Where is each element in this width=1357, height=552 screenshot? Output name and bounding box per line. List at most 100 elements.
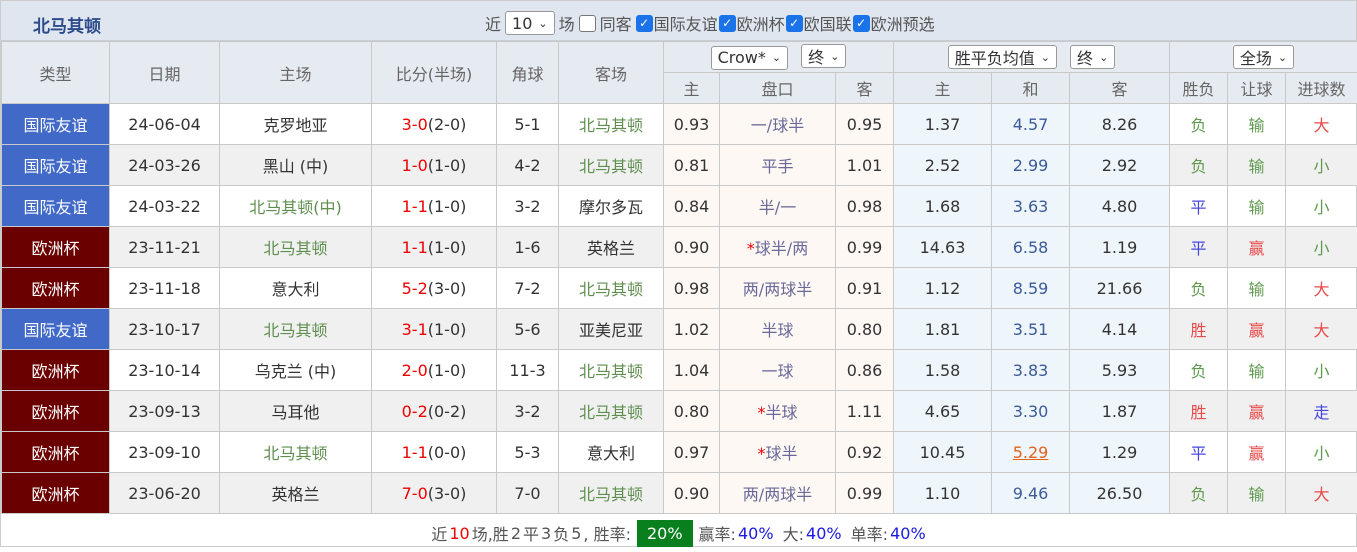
score[interactable]: 0-2(0-2) <box>372 391 497 432</box>
match-type[interactable]: 欧洲杯 <box>2 268 110 309</box>
header-away: 客场 <box>559 42 664 104</box>
score[interactable]: 3-1(1-0) <box>372 309 497 350</box>
corners: 11-3 <box>497 350 559 391</box>
score[interactable]: 1-1(1-0) <box>372 227 497 268</box>
handicap-text: 半/一 <box>759 198 796 217</box>
away-team[interactable]: 北马其顿 <box>559 104 664 145</box>
away-team[interactable]: 意大利 <box>559 432 664 473</box>
goals-result: 小 <box>1286 432 1357 473</box>
score[interactable]: 3-0(2-0) <box>372 104 497 145</box>
match-type[interactable]: 欧洲杯 <box>2 350 110 391</box>
league-checkbox[interactable]: ✓ <box>786 15 803 32</box>
over-rate: 40% <box>806 524 842 543</box>
same-guest-checkbox[interactable] <box>579 15 596 32</box>
home-team[interactable]: 克罗地亚 <box>220 104 372 145</box>
home-team[interactable]: 英格兰 <box>220 473 372 514</box>
handicap-line: 两/两球半 <box>720 268 836 309</box>
odds-time-value: 终 <box>1077 45 1093 69</box>
header-handicap-group: Crow*⌄ 终⌄ <box>664 42 894 73</box>
handicap-text: 一球 <box>761 362 793 381</box>
odds-home: 1.81 <box>894 309 992 350</box>
header-odds-group: 胜平负均值⌄ 终⌄ <box>894 42 1170 73</box>
table-row: 欧洲杯 23-11-18 意大利 5-2(3-0) 7-2 北马其顿 0.98 … <box>2 268 1357 309</box>
full-score: 1-1 <box>402 443 428 462</box>
away-team[interactable]: 北马其顿 <box>559 268 664 309</box>
handicap-time-select[interactable]: 终⌄ <box>801 44 846 68</box>
corners: 5-1 <box>497 104 559 145</box>
handicap-line: 两/两球半 <box>720 473 836 514</box>
odds-draw: 5.29 <box>992 432 1070 473</box>
league-checkbox[interactable]: ✓ <box>719 15 736 32</box>
handicap-away-odds: 1.11 <box>836 391 894 432</box>
odd-rate: 40% <box>890 524 926 543</box>
match-type[interactable]: 国际友谊 <box>2 186 110 227</box>
chevron-down-icon: ⌄ <box>830 50 839 63</box>
handicap-home-odds: 0.97 <box>664 432 720 473</box>
match-count-select[interactable]: 10⌄ <box>505 11 555 35</box>
corners: 5-6 <box>497 309 559 350</box>
away-team[interactable]: 北马其顿 <box>559 391 664 432</box>
home-team[interactable]: 北马其顿(中) <box>220 186 372 227</box>
league-label: 欧洲预选 <box>871 11 935 35</box>
company-select[interactable]: Crow*⌄ <box>711 46 789 70</box>
home-team[interactable]: 北马其顿 <box>220 432 372 473</box>
corners: 3-2 <box>497 391 559 432</box>
subheader-odds-draw: 和 <box>992 73 1070 104</box>
scope-select[interactable]: 全场⌄ <box>1233 45 1294 69</box>
avg-odds-select[interactable]: 胜平负均值⌄ <box>948 45 1057 69</box>
match-date: 24-03-26 <box>110 145 220 186</box>
away-team[interactable]: 摩尔多瓦 <box>559 186 664 227</box>
match-table: 类型 日期 主场 比分(半场) 角球 客场 Crow*⌄ 终⌄ 胜平负均值⌄ 终… <box>1 41 1357 514</box>
home-team[interactable]: 马耳他 <box>220 391 372 432</box>
away-team[interactable]: 北马其顿 <box>559 473 664 514</box>
match-type[interactable]: 国际友谊 <box>2 145 110 186</box>
summary-losses: 5 <box>571 524 581 543</box>
away-team[interactable]: 英格兰 <box>559 227 664 268</box>
handicap-text: 两/两球半 <box>743 485 812 504</box>
league-checkbox[interactable]: ✓ <box>853 15 870 32</box>
header-date: 日期 <box>110 42 220 104</box>
score[interactable]: 2-0(1-0) <box>372 350 497 391</box>
match-type[interactable]: 欧洲杯 <box>2 432 110 473</box>
match-type[interactable]: 国际友谊 <box>2 309 110 350</box>
full-score: 0-2 <box>402 402 428 421</box>
odds-time-select[interactable]: 终⌄ <box>1070 45 1115 69</box>
odds-home: 1.12 <box>894 268 992 309</box>
score[interactable]: 1-1(1-0) <box>372 186 497 227</box>
away-team[interactable]: 北马其顿 <box>559 350 664 391</box>
handicap-result: 输 <box>1228 350 1286 391</box>
match-type[interactable]: 欧洲杯 <box>2 227 110 268</box>
home-team[interactable]: 北马其顿 <box>220 227 372 268</box>
away-team[interactable]: 亚美尼亚 <box>559 309 664 350</box>
corners: 4-2 <box>497 145 559 186</box>
home-team[interactable]: 乌克兰 (中) <box>220 350 372 391</box>
result: 负 <box>1170 350 1228 391</box>
home-team[interactable]: 北马其顿 <box>220 309 372 350</box>
match-type[interactable]: 欧洲杯 <box>2 391 110 432</box>
away-team[interactable]: 北马其顿 <box>559 145 664 186</box>
score[interactable]: 5-2(3-0) <box>372 268 497 309</box>
match-count-value: 10 <box>512 14 532 33</box>
subheader-handicap-away: 客 <box>836 73 894 104</box>
odds-draw: 3.63 <box>992 186 1070 227</box>
team-title: 北马其顿 <box>33 12 101 37</box>
handicap-home-odds: 0.80 <box>664 391 720 432</box>
odds-draw: 6.58 <box>992 227 1070 268</box>
home-team[interactable]: 黑山 (中) <box>220 145 372 186</box>
near-label: 近 <box>485 11 501 35</box>
match-type[interactable]: 欧洲杯 <box>2 473 110 514</box>
header-corner: 角球 <box>497 42 559 104</box>
score[interactable]: 1-0(1-0) <box>372 145 497 186</box>
match-type[interactable]: 国际友谊 <box>2 104 110 145</box>
corners: 1-6 <box>497 227 559 268</box>
half-score: (0-0) <box>428 443 467 462</box>
home-team[interactable]: 意大利 <box>220 268 372 309</box>
match-date: 23-06-20 <box>110 473 220 514</box>
score[interactable]: 7-0(3-0) <box>372 473 497 514</box>
score[interactable]: 1-1(0-0) <box>372 432 497 473</box>
summary-draws: 3 <box>541 524 551 543</box>
match-date: 23-09-10 <box>110 432 220 473</box>
handicap-text: 半球 <box>761 321 793 340</box>
league-checkbox[interactable]: ✓ <box>636 15 653 32</box>
avg-odds-value: 胜平负均值 <box>955 45 1035 69</box>
